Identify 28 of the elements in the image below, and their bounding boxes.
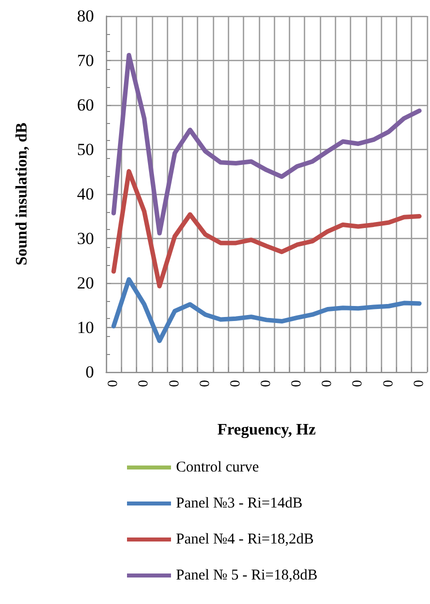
legend-label: Panel №3 - Ri=14dB (176, 496, 303, 512)
x-tick-label: 0 (198, 380, 213, 387)
x-tick-label: 0 (290, 380, 305, 387)
y-axis-title: Sound insulation, dB (14, 122, 30, 266)
y-tick-label: 40 (77, 184, 94, 204)
x-tick-label: 0 (350, 380, 366, 387)
y-tick-label: 20 (77, 274, 94, 292)
x-tick-label: 0 (167, 380, 182, 387)
x-tick-label: 0 (228, 380, 244, 387)
y-tick-label: 70 (77, 51, 94, 70)
x-tick-label: 0 (259, 380, 274, 387)
y-tick-label: 50 (77, 140, 94, 159)
y-tick-label: 30 (77, 229, 94, 248)
y-tick-label: 60 (77, 96, 94, 114)
legend-label: Control curve (176, 460, 260, 476)
y-tick-label: 80 (77, 6, 94, 26)
legend-label: Panel № 5 - Ri=18,8dB (176, 568, 318, 584)
x-tick-label: 0 (320, 380, 336, 387)
line-series (111, 52, 422, 236)
legend-label: Panel №4 - Ri=18,2dB (176, 532, 314, 548)
x-axis-title: Freguency, Hz (217, 422, 316, 438)
x-tick-label: 0 (136, 380, 152, 387)
x-tick-label: 0 (106, 380, 122, 387)
line-series (111, 169, 422, 288)
line-series (111, 277, 422, 344)
x-tick-label: 0 (381, 380, 396, 387)
y-tick-label: 10 (77, 318, 94, 337)
x-tick-label: 0 (412, 380, 427, 387)
